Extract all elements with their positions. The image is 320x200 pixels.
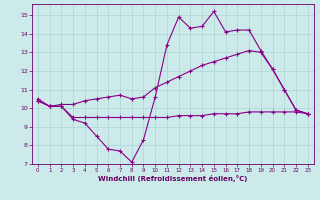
X-axis label: Windchill (Refroidissement éolien,°C): Windchill (Refroidissement éolien,°C) <box>98 175 247 182</box>
